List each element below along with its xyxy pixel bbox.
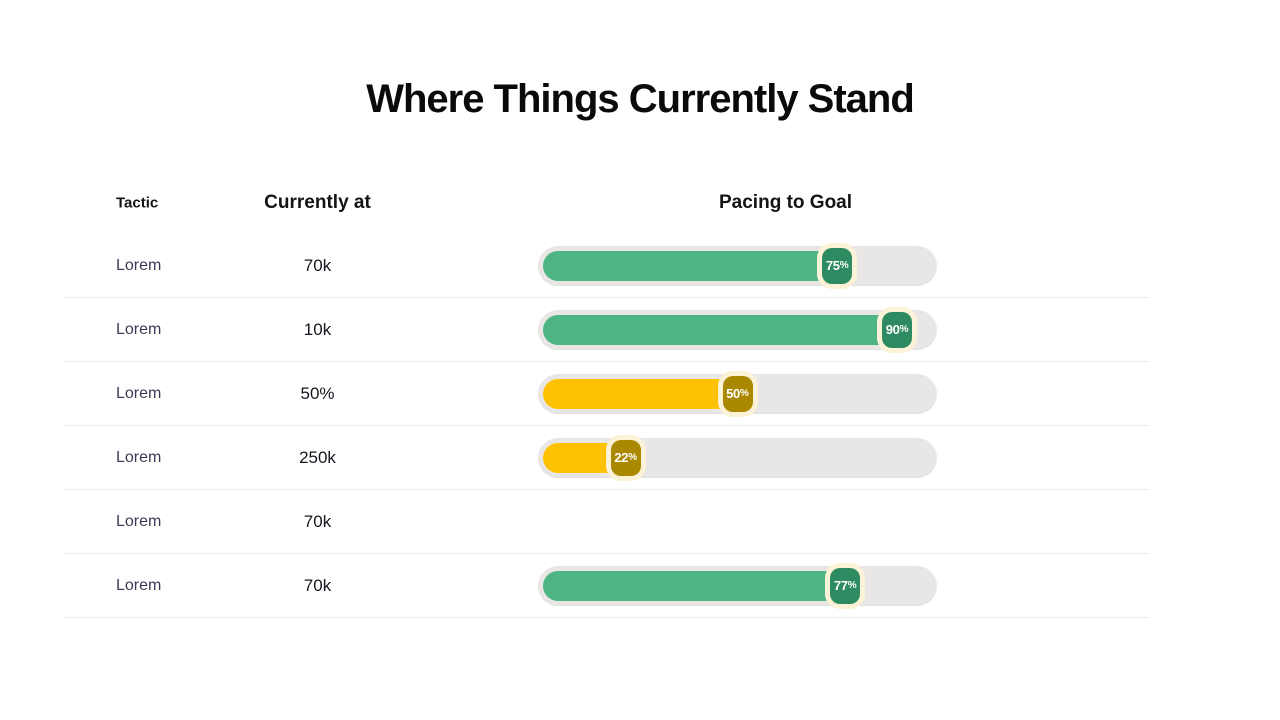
current-value: 70k: [303, 575, 332, 595]
progress-track: 90%: [538, 309, 937, 350]
progress-bar: 22%: [538, 437, 937, 478]
table-row: Lorem 50% 50%: [65, 362, 1150, 426]
progress-badge: 50%: [722, 375, 753, 412]
progress-bar: 75%: [538, 245, 937, 286]
progress-badge-value: 50: [726, 386, 740, 401]
current-value: 70k: [303, 255, 332, 275]
table-body: Lorem 70k 75% Lorem 10k 90% Lorem 50%: [65, 234, 1150, 618]
table-row: Lorem 70k: [65, 490, 1150, 554]
progress-bar: 90%: [538, 309, 937, 350]
table-row: Lorem 70k 77%: [65, 554, 1150, 618]
progress-track: 75%: [538, 245, 937, 286]
tactic-label: Lorem: [116, 384, 162, 402]
current-value: 50%: [300, 383, 335, 403]
pacing-table: Tactic Currently at Pacing to Goal Lorem…: [65, 180, 1150, 618]
tactic-label: Lorem: [116, 448, 162, 466]
table-row: Lorem 10k 90%: [65, 298, 1150, 362]
progress-track: 77%: [538, 565, 937, 606]
progress-badge: 77%: [830, 567, 861, 604]
current-value: 70k: [303, 511, 332, 531]
tactic-label: Lorem: [116, 256, 162, 274]
tactic-label: Lorem: [116, 320, 162, 338]
progress-badge: 22%: [610, 439, 641, 476]
tactic-label: Lorem: [116, 512, 162, 530]
progress-fill: [543, 314, 898, 345]
progress-track: 22%: [538, 437, 937, 478]
table-row: Lorem 70k 75%: [65, 234, 1150, 298]
page-title: Where Things Currently Stand: [366, 77, 915, 121]
progress-fill: [543, 250, 838, 281]
progress-badge-percent-sign: %: [839, 260, 849, 271]
progress-track: 50%: [538, 373, 937, 414]
progress-badge-percent-sign: %: [899, 324, 909, 335]
column-header-pacing-to-goal: Pacing to Goal: [719, 192, 853, 213]
progress-badge-value: 22: [614, 450, 629, 465]
tactic-label: Lorem: [116, 576, 162, 594]
current-value: 250k: [299, 447, 336, 467]
progress-fill: [543, 570, 846, 601]
progress-badge-value: 75: [825, 258, 840, 273]
progress-badge-percent-sign: %: [847, 580, 857, 591]
progress-badge-value: 77: [833, 578, 848, 593]
progress-fill: [543, 378, 738, 409]
progress-bar: 50%: [538, 373, 937, 414]
table-header-row: Tactic Currently at Pacing to Goal: [65, 180, 1150, 226]
column-header-currently-at: Currently at: [264, 192, 371, 213]
progress-bar: 77%: [538, 565, 937, 606]
column-header-tactic: Tactic: [116, 194, 159, 212]
progress-badge-percent-sign: %: [739, 388, 749, 399]
progress-badge-value: 90: [885, 322, 900, 337]
current-value: 10k: [303, 319, 332, 339]
progress-badge: 75%: [822, 247, 853, 284]
table-row: Lorem 250k 22%: [65, 426, 1150, 490]
progress-badge: 90%: [882, 311, 913, 348]
progress-badge-percent-sign: %: [628, 452, 638, 463]
